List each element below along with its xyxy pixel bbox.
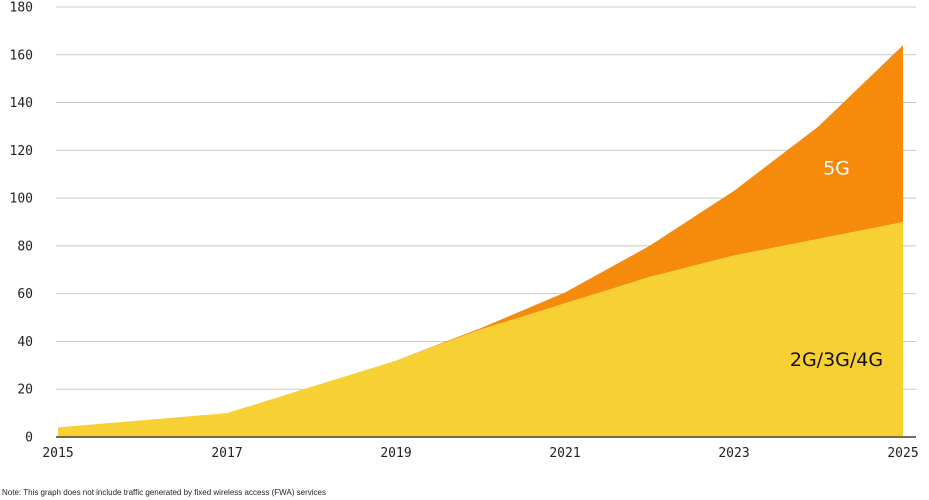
gridlines <box>56 6 916 438</box>
x-tick-label-2025: 2025 <box>887 446 918 461</box>
y-tick-label-60: 60 <box>17 287 33 302</box>
x-tick-label-2023: 2023 <box>718 446 749 461</box>
y-tick-label-120: 120 <box>10 144 33 159</box>
x-axis-ticks: 2015 2017 2019 2021 2023 2025 <box>42 446 918 461</box>
area-5g <box>58 45 903 428</box>
series-label-2g-3g-4g: 2G/3G/4G <box>790 349 883 371</box>
y-tick-label-80: 80 <box>17 239 33 254</box>
chart-note: Note: This graph does not include traffi… <box>2 488 326 497</box>
series-label-5g: 5G <box>823 158 850 180</box>
y-tick-label-160: 160 <box>10 48 33 63</box>
x-tick-label-2015: 2015 <box>42 446 73 461</box>
series-labels: 2G/3G/4G 5G <box>790 158 883 372</box>
x-tick-label-2021: 2021 <box>549 446 580 461</box>
stacked-areas <box>58 45 903 437</box>
y-tick-label-140: 140 <box>10 96 33 111</box>
x-tick-label-2019: 2019 <box>380 446 411 461</box>
y-tick-label-0: 0 <box>25 431 33 446</box>
y-tick-label-40: 40 <box>17 335 33 350</box>
y-tick-label-100: 100 <box>10 192 33 207</box>
x-tick-label-2017: 2017 <box>211 446 242 461</box>
y-tick-label-20: 20 <box>17 383 33 398</box>
y-tick-label-180: 180 <box>10 1 33 16</box>
y-axis-ticks: 0 20 40 60 80 100 120 140 160 180 <box>10 1 33 446</box>
